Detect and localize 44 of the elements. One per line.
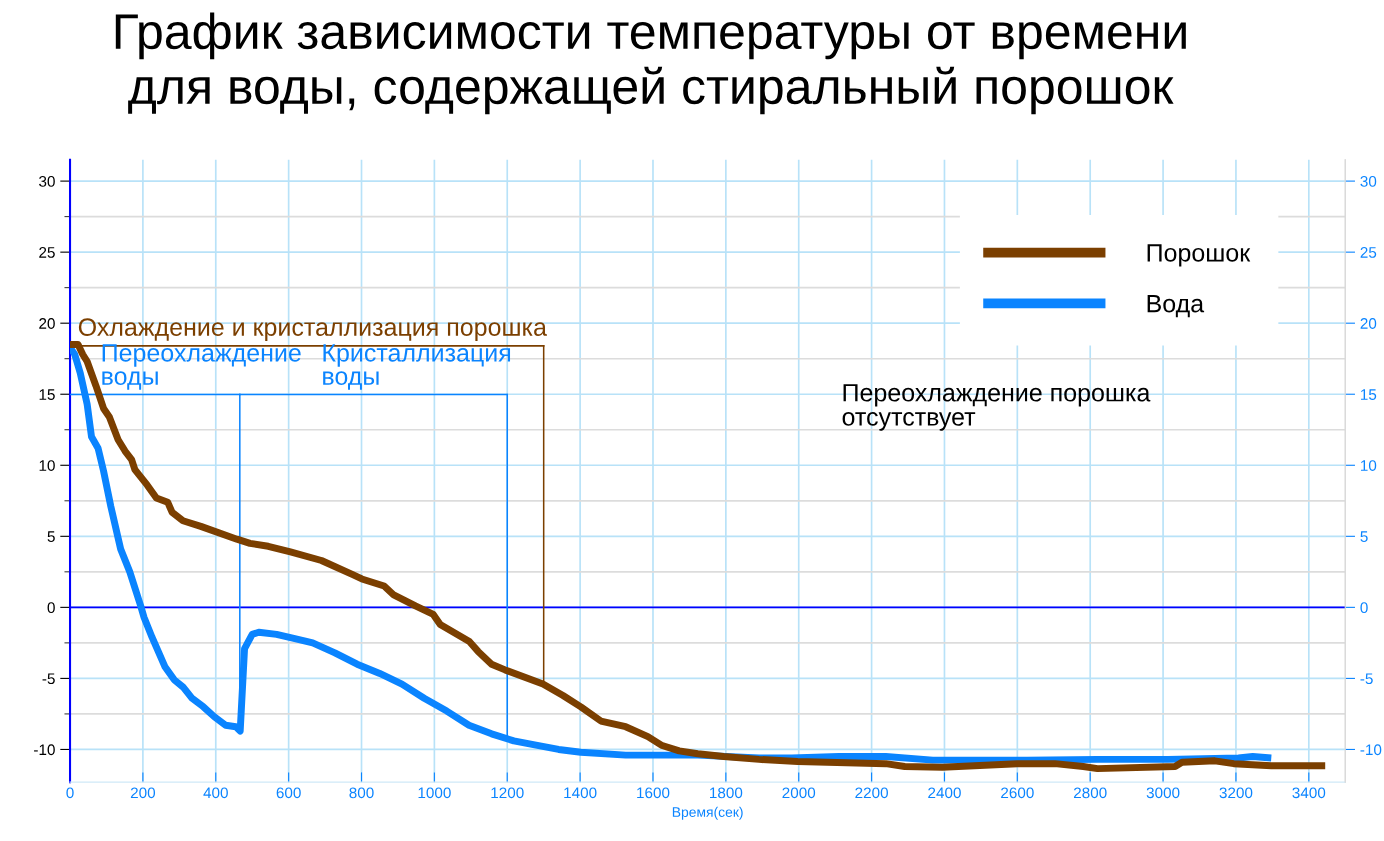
x-tick-label: 2200 [855,787,888,799]
y-tick-label: 15 [1361,389,1377,400]
y-tick-label: 10 [1361,460,1377,471]
x-tick-label: 1000 [418,787,451,799]
x-tick-label: 3400 [1292,787,1326,799]
y-tick-label: -5 [1360,673,1373,685]
x-tick-label: 3200 [1219,787,1253,799]
y-tick-label: 5 [1360,531,1368,543]
y2-tick-label: 25 [39,247,55,258]
ref-line-label: Охлаждение и кристаллизация порошка [78,318,547,341]
x-tick-label: 2600 [1001,787,1034,799]
y2-tick-label: 10 [39,460,55,471]
ref-line-label: Переохлаждение воды [102,344,301,390]
y-tick-label: 30 [1360,175,1377,187]
legend-label: Порошок [1147,244,1251,267]
x-tick-label: 200 [130,787,156,799]
x-tick-label: 0 [66,787,74,799]
y2-tick-label: 0 [47,602,55,614]
chart-title: График зависимости температуры от времени для воды, содержащей стиральный порошок [115,12,1186,115]
x-tick-label: 600 [276,787,301,799]
y2-tick-label: -5 [42,673,55,685]
x-tick-label: 2800 [1073,787,1107,799]
x-tick-label: 800 [349,787,374,799]
x-tick-label: 3000 [1146,787,1180,799]
y2-tick-label: 15 [39,389,55,400]
y2-tick-label: -10 [34,744,55,756]
x-tick-label: 1400 [564,787,597,799]
y2-tick-label: 30 [39,175,55,187]
y-tick-label: -10 [1360,744,1382,756]
x-tick-label: 400 [203,787,228,799]
annotation: Переохлаждение порошка отсутствует [842,384,1151,431]
x-tick-label: 2000 [782,787,816,799]
y-tick-label: 0 [1360,602,1368,614]
y2-tick-label: 5 [47,531,55,543]
y-tick-label: 25 [1360,247,1377,258]
y2-tick-label: 20 [39,318,55,329]
legend-label: Вода [1147,295,1205,318]
x-tick-label: 1200 [491,787,524,799]
x-tick-label: 2400 [928,787,961,799]
y-tick-label: 20 [1360,318,1377,329]
ref-line-label: Кристаллизация воды [323,344,511,390]
x-axis-title: Время(сек) [672,806,743,820]
x-tick-label: 1600 [637,787,670,799]
x-tick-label: 1800 [710,787,743,799]
